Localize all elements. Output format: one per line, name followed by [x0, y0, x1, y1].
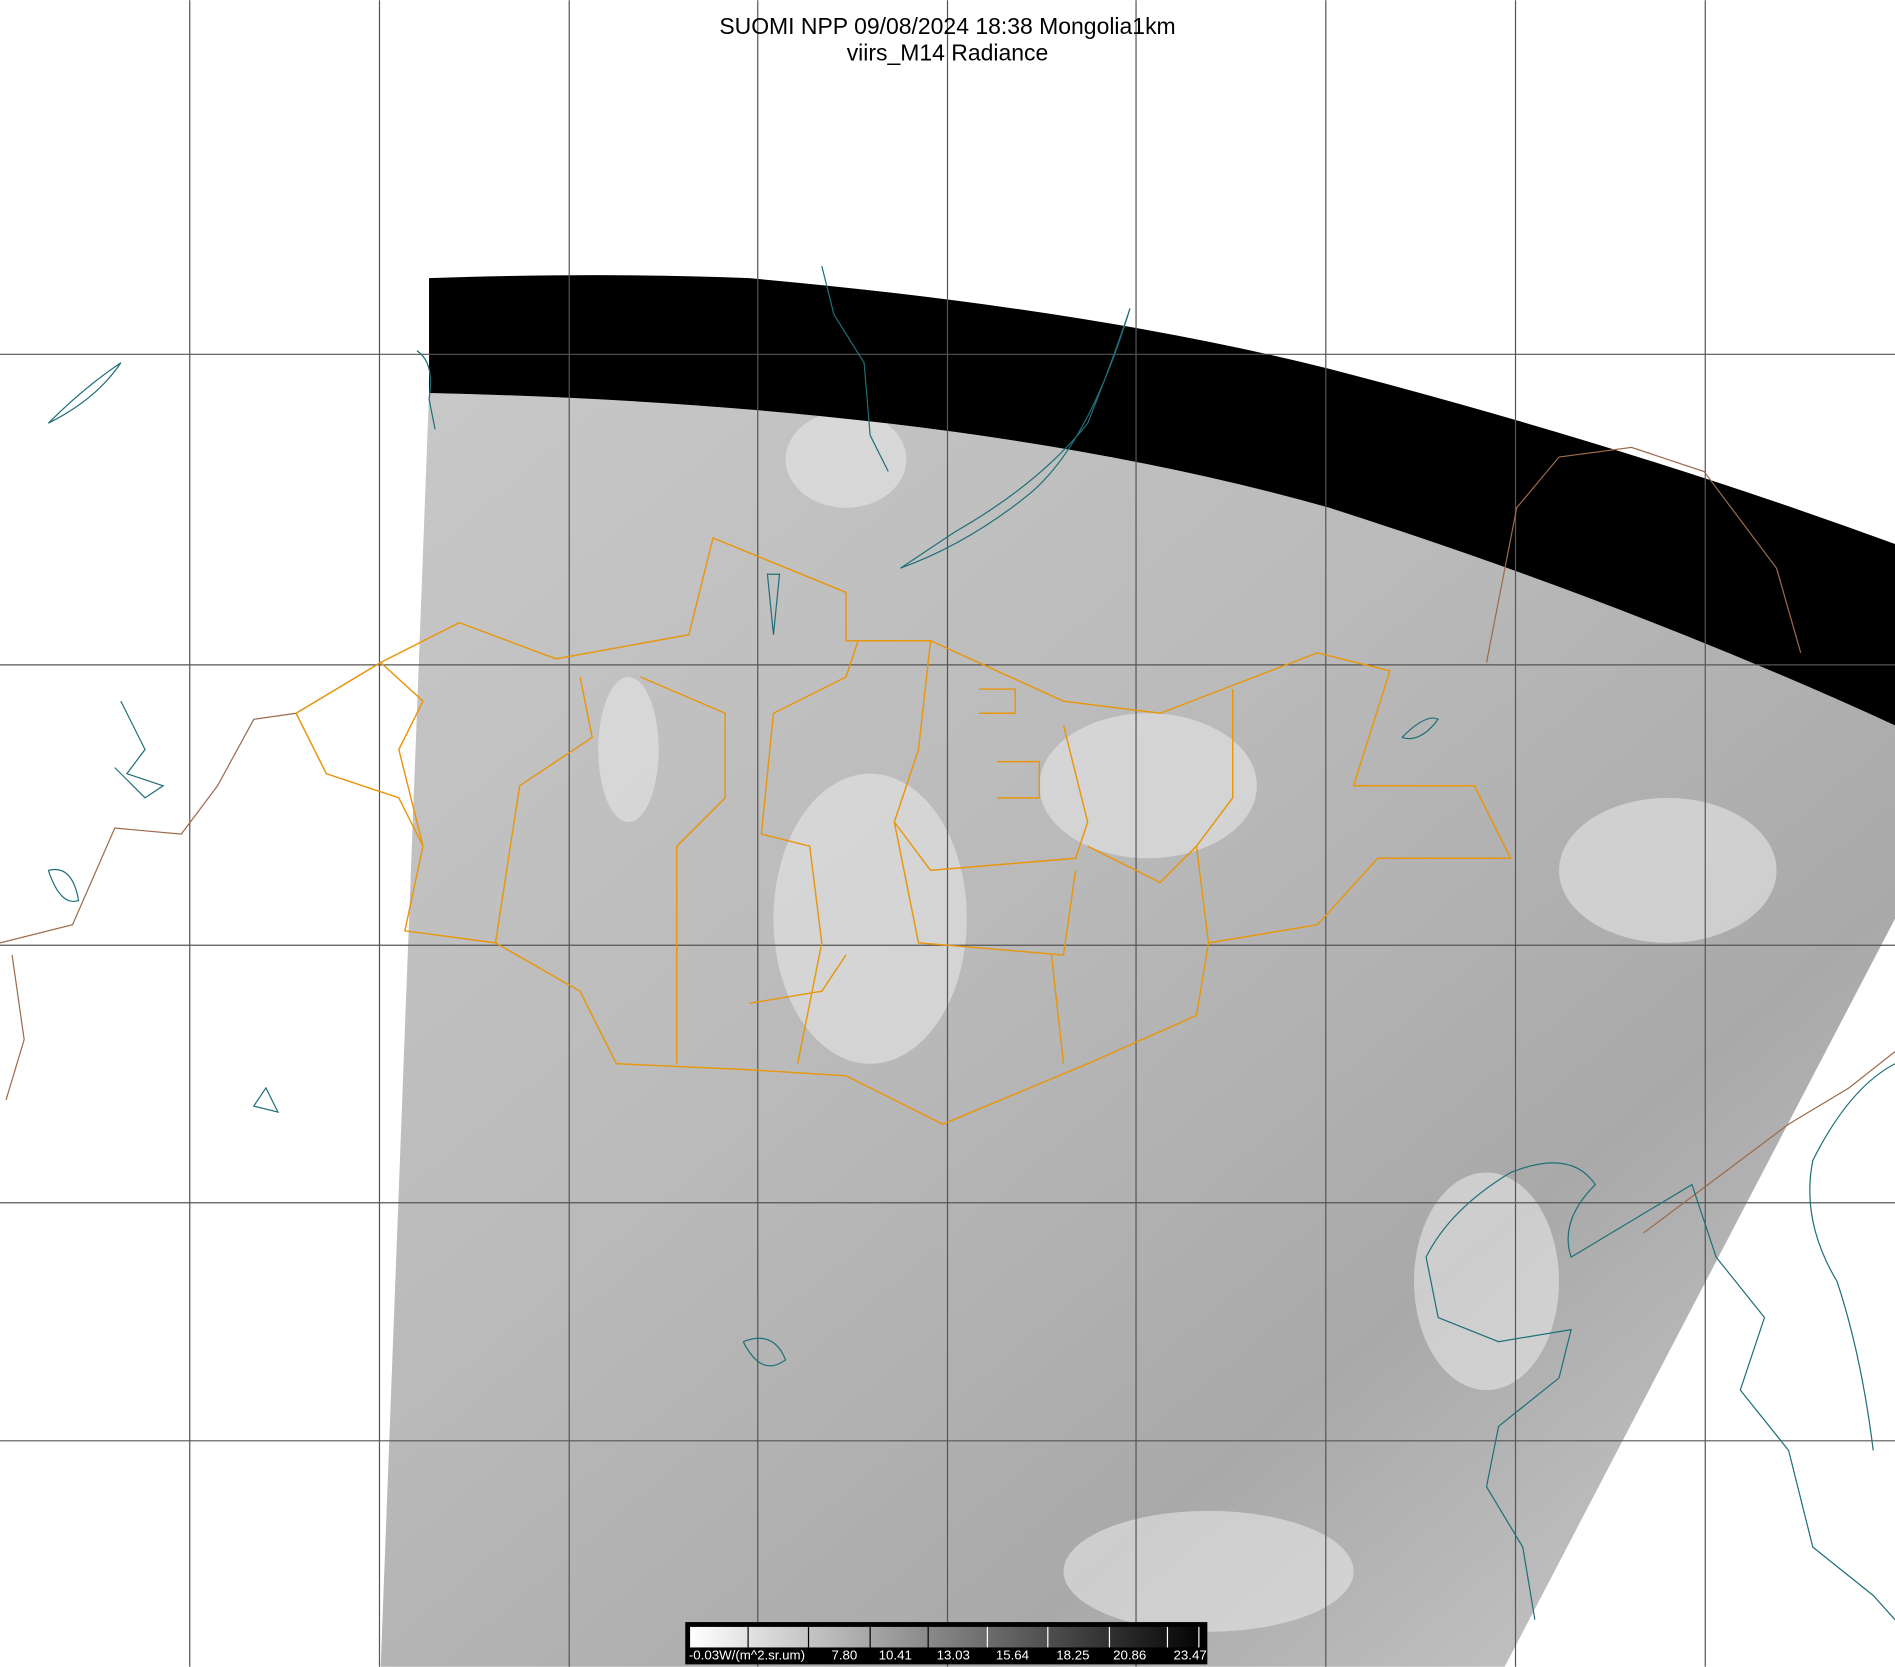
- colorbar-tick-label: 20.86: [1113, 1648, 1146, 1663]
- colorbar-tick-label: 15.64: [996, 1648, 1029, 1663]
- title-line-1: SUOMI NPP 09/08/2024 18:38 Mongolia1km: [719, 13, 1175, 39]
- colorbar-tick-label: 13.03: [937, 1648, 970, 1663]
- title-line-2: viirs_M14 Radiance: [847, 40, 1049, 66]
- country-borders: [0, 446, 1895, 1234]
- colorbar-tick-label: 23.47: [1173, 1648, 1206, 1663]
- no-data-band: [429, 275, 1895, 726]
- coastlines-lakes: [47, 265, 1895, 1621]
- colorbar-gradient: [690, 1626, 1198, 1648]
- colorbar: -0.03W/(m^2.sr.um) 7.80 10.41 13.03 15.6…: [685, 1622, 1208, 1665]
- mongolia-borders: [295, 537, 1512, 1125]
- colorbar-tick-label: 10.41: [879, 1648, 912, 1663]
- colorbar-tick-label: 7.80: [831, 1648, 857, 1663]
- colorbar-tick-label: 18.25: [1056, 1648, 1089, 1663]
- colorbar-unit-label: -0.03W/(m^2.sr.um): [689, 1648, 805, 1663]
